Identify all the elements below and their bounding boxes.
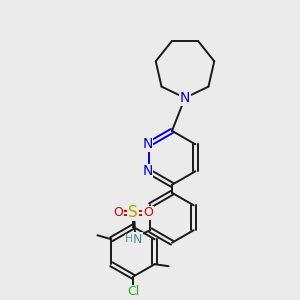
Text: N: N: [142, 164, 153, 178]
Text: O: O: [113, 206, 123, 219]
Text: N: N: [142, 137, 153, 151]
Text: S: S: [128, 205, 138, 220]
Text: Cl: Cl: [127, 285, 139, 298]
Text: N: N: [133, 233, 142, 246]
Text: N: N: [180, 91, 190, 105]
Text: O: O: [143, 206, 153, 219]
Text: H: H: [125, 234, 134, 244]
